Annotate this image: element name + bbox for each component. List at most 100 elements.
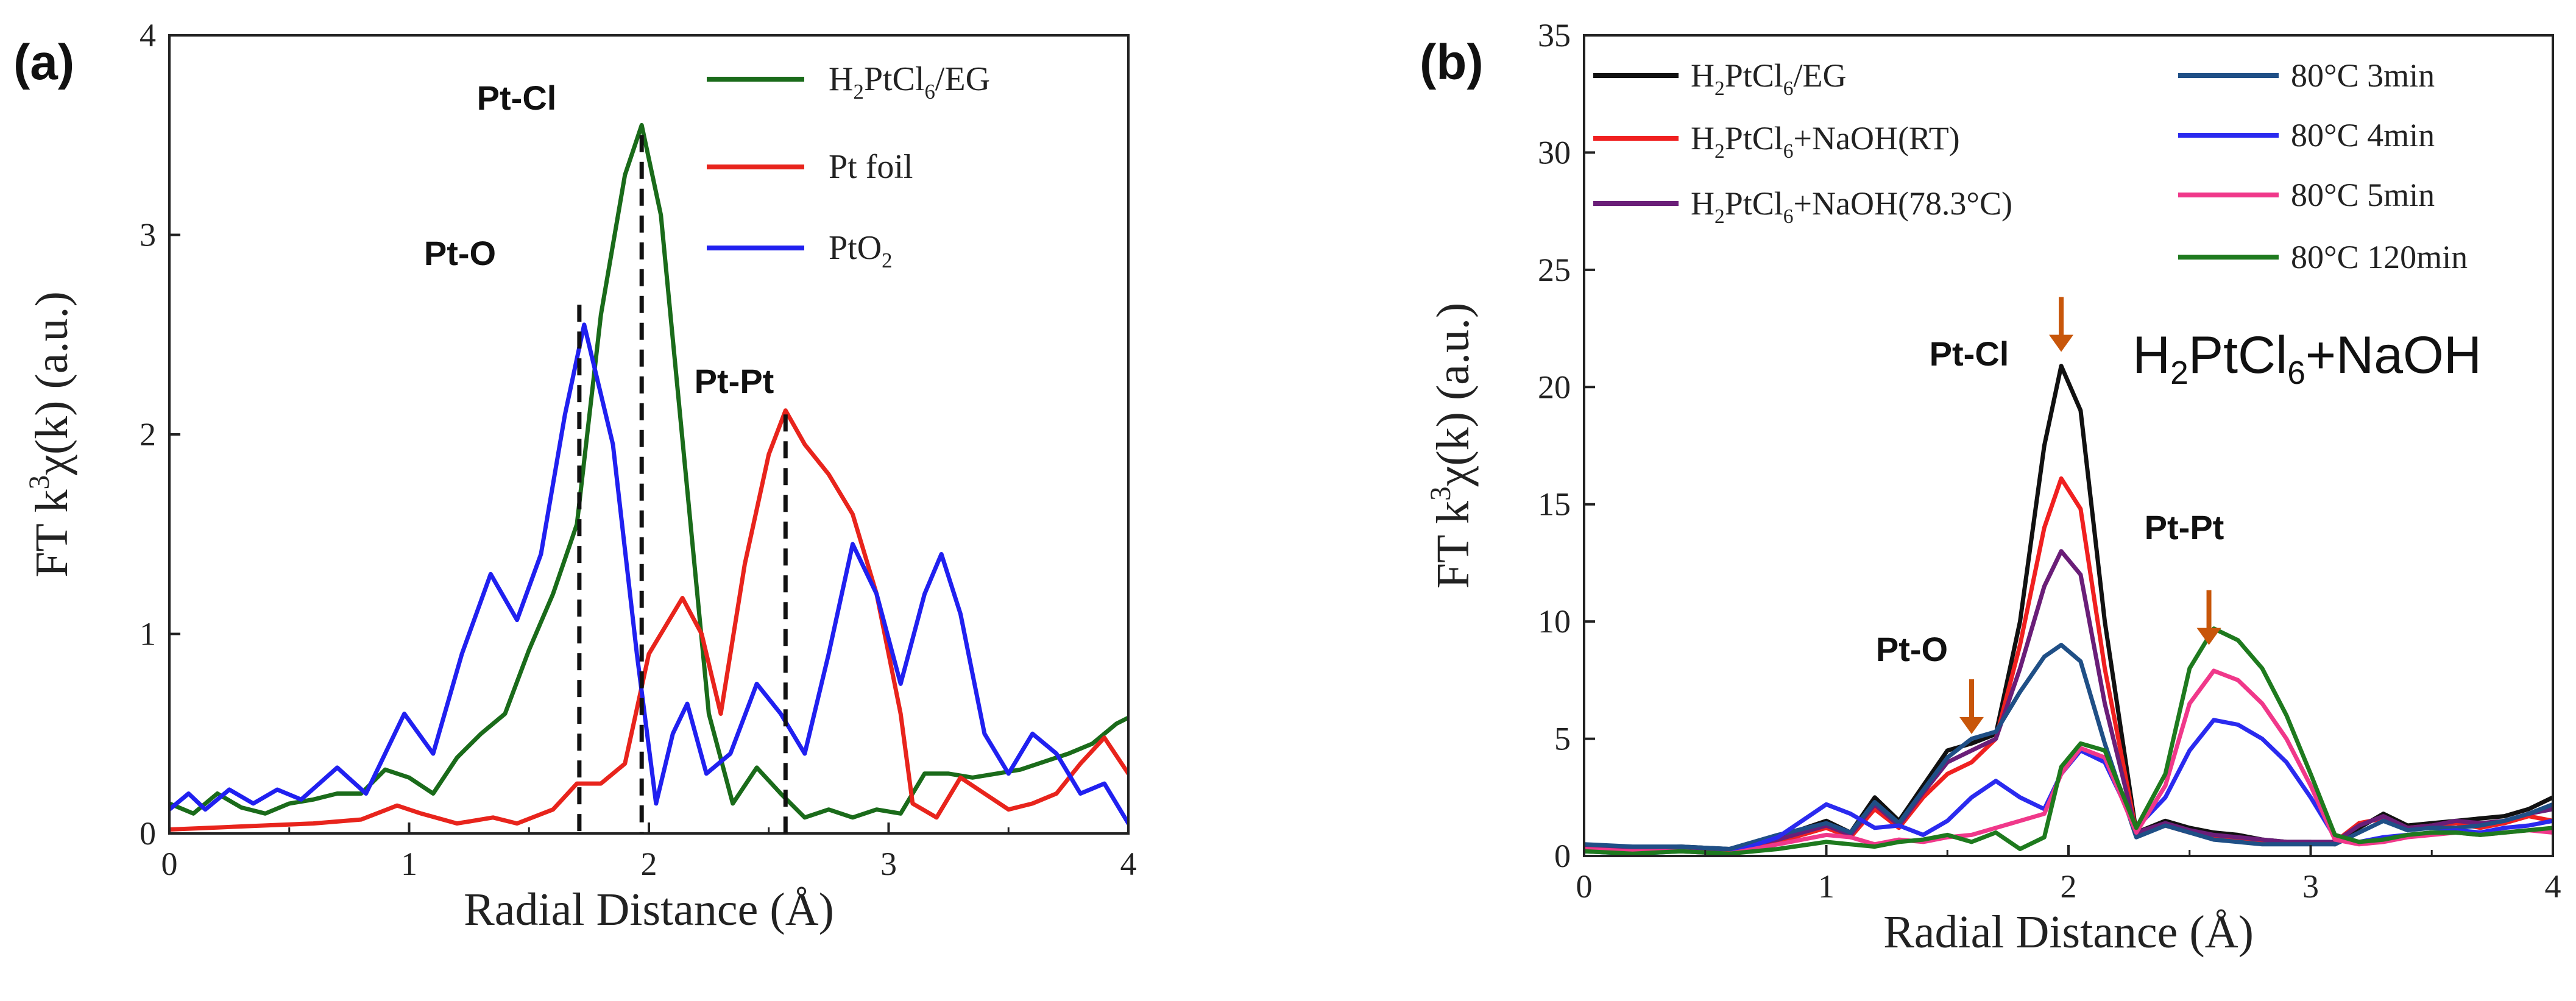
legend-label-part: +NaOH(RT): [1794, 120, 1960, 157]
series-line-h2ptcl6-eg: [169, 122, 1128, 820]
plot-frame: [1583, 34, 2554, 857]
legend-label-part: 2: [1714, 205, 1725, 228]
y-axis-label-part: 3: [24, 475, 55, 490]
legend-label-part: 2: [882, 249, 892, 272]
x-tick-label: 2: [2061, 868, 2077, 905]
y-axis-label: FT k3χ(k) (a.u.): [24, 291, 77, 578]
x-tick-label: 3: [880, 846, 897, 882]
legend-label-part: 6: [1783, 205, 1794, 228]
inset-title-part: 2: [2170, 355, 2189, 391]
legend-label: 80°C 5min: [2291, 177, 2435, 213]
y-tick-label: 15: [1538, 486, 1571, 523]
inset-title: H2PtCl6+NaOH: [2132, 326, 2482, 391]
y-tick-label: 0: [140, 815, 156, 852]
legend-label-part: 2: [1714, 77, 1725, 100]
series-group: [1584, 364, 2553, 856]
series-line-pt-foil: [169, 408, 1128, 832]
legend-label-part: 80°C 4min: [2291, 117, 2435, 154]
legend-label-part: /EG: [935, 60, 990, 98]
legend-label-part: PtCl: [1725, 120, 1783, 157]
legend-label: 80°C 3min: [2291, 57, 2435, 94]
legend-label-part: PtCl: [1725, 57, 1783, 94]
legend-label: H2PtCl6/EG: [829, 60, 990, 104]
legend-label-part: H: [829, 60, 853, 98]
panel-label: (a): [13, 35, 74, 90]
inset-title-part: 6: [2287, 355, 2305, 391]
y-axis-label-part: FT k: [26, 489, 77, 577]
y-tick-label: 4: [140, 17, 156, 54]
annotation-label: Pt-O: [1876, 630, 1948, 668]
x-tick-label: 0: [1576, 868, 1593, 905]
y-tick-label: 35: [1538, 17, 1571, 54]
series-line-h2ptcl6-naoh-78-3-c-: [1584, 549, 2553, 851]
x-tick-label: 4: [1120, 846, 1137, 882]
inset-title-part: PtCl: [2189, 326, 2287, 384]
legend-label-part: 80°C 3min: [2291, 57, 2435, 94]
series-line-h2ptcl6-naoh-rt-: [1584, 476, 2553, 854]
y-axis-label-part: χ(k) (a.u.): [1428, 303, 1479, 487]
legend-label-part: PtO: [829, 229, 882, 267]
legend-label-part: 6: [924, 80, 935, 104]
series-line-80-c-3min: [1584, 643, 2553, 851]
legend-label: 80°C 4min: [2291, 117, 2435, 154]
y-tick-label: 30: [1538, 134, 1571, 171]
legend-label: H2PtCl6+NaOH(RT): [1691, 120, 1960, 163]
y-tick-label: 20: [1538, 369, 1571, 405]
y-tick-label: 1: [140, 616, 156, 653]
legend-label: Pt foil: [829, 148, 913, 186]
legend-label: H2PtCl6/EG: [1691, 57, 1847, 100]
legend-label-part: H: [1691, 57, 1714, 94]
y-tick-label: 2: [140, 416, 156, 453]
series-group: [169, 122, 1128, 832]
annotation-arrowhead: [2196, 628, 2221, 645]
legend-label-part: 80°C 120min: [2291, 239, 2468, 275]
panel-label: (b): [1420, 35, 1484, 90]
legend-label: H2PtCl6+NaOH(78.3°C): [1691, 185, 2012, 228]
annotation-arrowhead: [2049, 334, 2074, 352]
legend-label-part: +NaOH(78.3°C): [1794, 185, 2013, 222]
y-tick-label: 3: [140, 217, 156, 253]
y-tick-label: 25: [1538, 252, 1571, 288]
x-tick-label: 2: [641, 846, 657, 882]
inset-title-part: +NaOH: [2305, 326, 2482, 384]
legend-label: 80°C 120min: [2291, 239, 2468, 275]
legend-label-part: 2: [853, 80, 863, 104]
y-tick-label: 5: [1554, 721, 1571, 757]
series-line-h2ptcl6-eg: [1584, 364, 2553, 851]
legend-label-part: 6: [1783, 140, 1794, 163]
series-line-80-c-5min: [1584, 668, 2553, 856]
legend-label-part: H: [1691, 120, 1714, 157]
legend-label-part: 80°C 5min: [2291, 177, 2435, 213]
x-tick-label: 3: [2302, 868, 2319, 905]
legend-label: PtO2: [829, 229, 893, 272]
x-axis-label: Radial Distance (Å): [1883, 907, 2254, 958]
x-axis-label: Radial Distance (Å): [464, 884, 834, 935]
y-axis-label-part: 3: [1425, 486, 1457, 501]
panel-b: (b) 0 1 2 3 4 0 5 10 15 20 25 30 35 Radial Distance (Å…: [1420, 17, 2561, 958]
x-tick-label: 0: [161, 846, 178, 882]
y-tick-label: 0: [1554, 838, 1571, 874]
y-axis-label: FT k3χ(k) (a.u.): [1425, 303, 1479, 589]
series-line-80-c-120min: [1584, 626, 2553, 856]
legend-label-part: H: [1691, 185, 1714, 222]
annotation-label: Pt-Pt: [2145, 508, 2224, 546]
inset-title-part: H: [2132, 326, 2170, 384]
x-tick-label: 1: [1818, 868, 1835, 905]
annotation-label: Pt-O: [424, 234, 496, 272]
legend-label-part: Pt foil: [829, 148, 913, 186]
x-tick-label: 1: [401, 846, 417, 882]
annotation-label: Pt-Cl: [1930, 334, 2009, 373]
annotation-label: Pt-Pt: [695, 362, 774, 400]
annotation-label: Pt-Cl: [477, 79, 557, 117]
legend-label-part: 6: [1783, 77, 1794, 100]
series-line-pto2: [169, 322, 1128, 826]
legend-label-part: 2: [1714, 140, 1725, 163]
y-tick-label: 10: [1538, 603, 1571, 640]
legend-label-part: /EG: [1794, 57, 1847, 94]
legend-label-part: PtCl: [1725, 185, 1783, 222]
panel-a: (a) 0 1 2 3 4 0 1 2 3 4 Radial Distance (Å) FT k3χ(k…: [13, 17, 1137, 935]
legend-label-part: PtCl: [864, 60, 925, 98]
y-axis-label-part: FT k: [1428, 501, 1479, 589]
x-tick-label: 4: [2545, 868, 2561, 905]
